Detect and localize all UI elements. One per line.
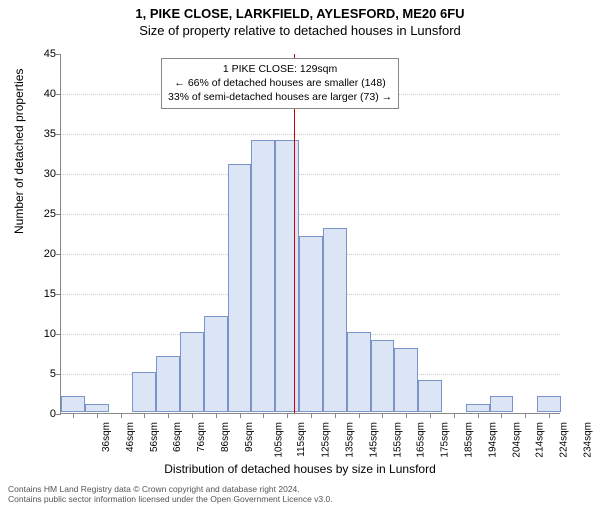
gridline <box>61 174 560 175</box>
xtick-label: 76sqm <box>196 422 207 452</box>
ytick-mark <box>56 214 61 215</box>
chart-area: 05101520253035404536sqm46sqm56sqm66sqm76… <box>60 54 560 414</box>
xtick-mark <box>335 413 336 418</box>
histogram-bar <box>466 404 490 412</box>
xtick-label: 234sqm <box>583 422 594 458</box>
xtick-label: 95sqm <box>244 422 255 452</box>
ytick-mark <box>56 254 61 255</box>
footer-attribution: Contains HM Land Registry data © Crown c… <box>8 484 333 504</box>
xtick-label: 115sqm <box>296 422 307 457</box>
ytick-label: 25 <box>16 208 56 220</box>
histogram-bar <box>394 348 418 412</box>
xtick-mark <box>240 413 241 418</box>
xtick-mark <box>478 413 479 418</box>
xtick-mark <box>406 413 407 418</box>
histogram-bar <box>251 140 275 412</box>
xtick-label: 105sqm <box>273 422 284 458</box>
xtick-label: 56sqm <box>149 422 160 452</box>
xtick-label: 185sqm <box>464 422 475 458</box>
histogram-bar <box>156 356 180 412</box>
xtick-label: 86sqm <box>220 422 231 452</box>
xtick-mark <box>549 413 550 418</box>
xtick-label: 204sqm <box>511 422 522 458</box>
xtick-label: 125sqm <box>321 422 332 458</box>
xtick-label: 165sqm <box>416 422 427 458</box>
xtick-mark <box>525 413 526 418</box>
gridline <box>61 134 560 135</box>
histogram-bar <box>418 380 442 412</box>
ytick-mark <box>56 94 61 95</box>
ytick-label: 15 <box>16 288 56 300</box>
histogram-bar <box>490 396 514 412</box>
ytick-label: 30 <box>16 168 56 180</box>
xtick-mark <box>382 413 383 418</box>
plot-area: 05101520253035404536sqm46sqm56sqm66sqm76… <box>60 54 560 414</box>
ytick-label: 35 <box>16 128 56 140</box>
xtick-label: 36sqm <box>101 422 112 452</box>
histogram-bar <box>132 372 156 412</box>
histogram-bar <box>180 332 204 412</box>
ytick-mark <box>56 54 61 55</box>
annotation-line-2: ← 66% of detached houses are smaller (14… <box>168 76 392 90</box>
ytick-label: 40 <box>16 88 56 100</box>
xtick-mark <box>454 413 455 418</box>
xtick-mark <box>97 413 98 418</box>
histogram-bar <box>275 140 299 412</box>
x-axis-label: Distribution of detached houses by size … <box>0 462 600 476</box>
xtick-label: 135sqm <box>345 422 356 458</box>
xtick-mark <box>287 413 288 418</box>
annotation-box: 1 PIKE CLOSE: 129sqm← 66% of detached ho… <box>161 58 399 109</box>
histogram-bar <box>85 404 109 412</box>
histogram-bar <box>371 340 395 412</box>
annotation-line-3: 33% of semi-detached houses are larger (… <box>168 90 392 104</box>
xtick-label: 194sqm <box>487 422 498 458</box>
xtick-label: 175sqm <box>440 422 451 458</box>
ytick-mark <box>56 414 61 415</box>
xtick-label: 155sqm <box>392 422 403 458</box>
xtick-mark <box>144 413 145 418</box>
xtick-mark <box>192 413 193 418</box>
ytick-label: 45 <box>16 48 56 60</box>
xtick-mark <box>311 413 312 418</box>
histogram-bar <box>347 332 371 412</box>
histogram-bar <box>61 396 85 412</box>
chart-title-address: 1, PIKE CLOSE, LARKFIELD, AYLESFORD, ME2… <box>0 6 600 21</box>
xtick-label: 46sqm <box>125 422 136 452</box>
xtick-mark <box>501 413 502 418</box>
xtick-mark <box>359 413 360 418</box>
footer-line-1: Contains HM Land Registry data © Crown c… <box>8 484 333 494</box>
xtick-mark <box>73 413 74 418</box>
xtick-label: 66sqm <box>172 422 183 452</box>
ytick-mark <box>56 294 61 295</box>
ytick-label: 0 <box>16 408 56 420</box>
histogram-bar <box>537 396 561 412</box>
xtick-mark <box>430 413 431 418</box>
xtick-mark <box>263 413 264 418</box>
histogram-bar <box>323 228 347 412</box>
xtick-mark <box>216 413 217 418</box>
xtick-label: 224sqm <box>559 422 570 458</box>
histogram-bar <box>299 236 323 412</box>
histogram-bar <box>228 164 252 412</box>
ytick-mark <box>56 174 61 175</box>
annotation-line-1: 1 PIKE CLOSE: 129sqm <box>168 62 392 76</box>
ytick-mark <box>56 334 61 335</box>
xtick-label: 214sqm <box>535 422 546 458</box>
xtick-mark <box>168 413 169 418</box>
ytick-mark <box>56 134 61 135</box>
ytick-label: 5 <box>16 368 56 380</box>
histogram-bar <box>204 316 228 412</box>
gridline <box>61 214 560 215</box>
ytick-mark <box>56 374 61 375</box>
xtick-mark <box>121 413 122 418</box>
footer-line-2: Contains public sector information licen… <box>8 494 333 504</box>
ytick-label: 10 <box>16 328 56 340</box>
chart-subtitle: Size of property relative to detached ho… <box>0 23 600 38</box>
xtick-label: 145sqm <box>368 422 379 458</box>
ytick-label: 20 <box>16 248 56 260</box>
